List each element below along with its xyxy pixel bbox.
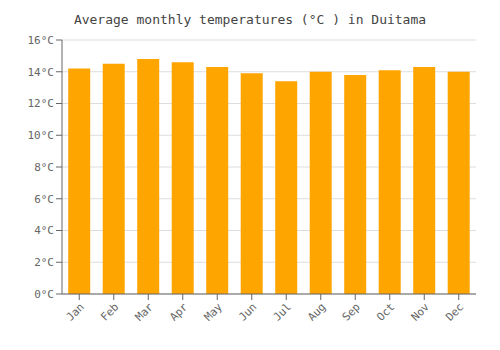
svg-text:Jul: Jul — [271, 300, 294, 323]
svg-text:10°C: 10°C — [28, 129, 55, 142]
svg-text:14°C: 14°C — [28, 66, 55, 79]
svg-text:Oct: Oct — [374, 300, 397, 323]
svg-text:Apr: Apr — [167, 300, 191, 324]
svg-text:Mar: Mar — [133, 300, 157, 324]
svg-text:4°C: 4°C — [34, 224, 54, 237]
svg-text:Jan: Jan — [64, 300, 87, 323]
svg-text:Feb: Feb — [98, 300, 121, 323]
svg-text:May: May — [202, 300, 226, 324]
svg-text:8°C: 8°C — [34, 161, 54, 174]
svg-text:Dec: Dec — [443, 300, 466, 323]
svg-text:0°C: 0°C — [34, 288, 54, 301]
svg-text:Sep: Sep — [340, 300, 363, 323]
svg-text:Jun: Jun — [236, 300, 259, 323]
svg-text:2°C: 2°C — [34, 256, 54, 269]
svg-text:6°C: 6°C — [34, 193, 54, 206]
svg-text:Aug: Aug — [305, 300, 328, 323]
html-text:Average monthly temperatures (: Average monthly temperatures (°C ) in Du… — [73, 12, 427, 27]
svg-text:16°C: 16°C — [28, 34, 55, 47]
svg-text:12°C: 12°C — [28, 97, 55, 110]
svg-text:Nov: Nov — [409, 300, 433, 324]
